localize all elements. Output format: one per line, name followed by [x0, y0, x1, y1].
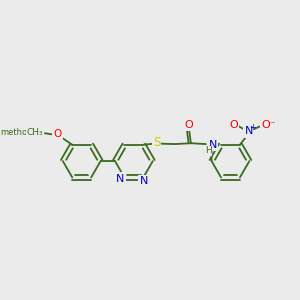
Text: N: N [208, 140, 217, 149]
Text: N: N [244, 126, 253, 136]
Text: methoxy: methoxy [1, 128, 38, 137]
Text: N: N [140, 176, 148, 186]
Text: O: O [53, 129, 62, 139]
Text: H: H [205, 146, 212, 155]
Text: O⁻: O⁻ [261, 120, 276, 130]
Text: N: N [116, 174, 125, 184]
Text: O: O [229, 120, 238, 130]
Text: +: + [250, 123, 256, 132]
Text: CH₃: CH₃ [26, 128, 43, 137]
Text: O: O [185, 120, 194, 130]
Text: S: S [153, 136, 160, 149]
